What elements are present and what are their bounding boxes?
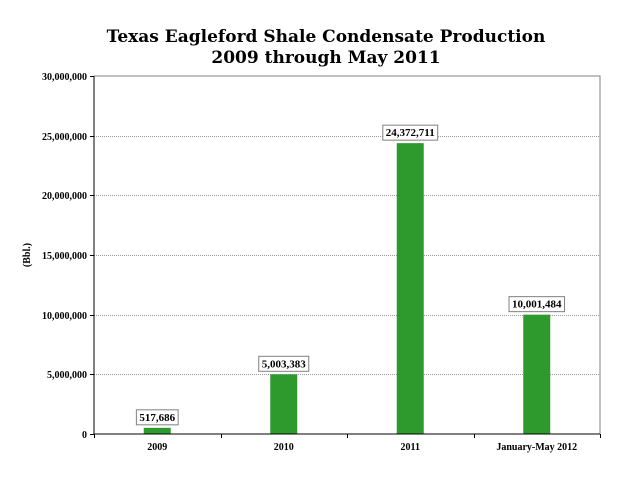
x-tick-label: 2011 [401, 442, 420, 453]
data-label: 10,001,484 [512, 299, 562, 311]
bar [396, 143, 424, 434]
y-ticks: 0 5,000,000 10,000,000 15,000,000 20,000,000… [42, 72, 94, 441]
data-labels: 517,686 5,003,383 24,372,711 10,001,484 [135, 124, 565, 426]
bar [270, 374, 298, 434]
y-axis-label: (Bbl.) [22, 243, 33, 267]
y-tick-label: 25,000,000 [42, 132, 87, 143]
x-ticks: 2009 2010 2011 January-May 2012 [94, 434, 601, 453]
x-tick-label: 2009 [147, 442, 167, 453]
y-tick-label: 5,000,000 [47, 370, 87, 381]
bar [143, 427, 171, 434]
data-label-box [382, 124, 439, 141]
x-tick-label: 2010 [274, 442, 294, 453]
data-label: 24,372,711 [386, 127, 435, 139]
data-label: 517,686 [139, 412, 175, 424]
y-tick-label: 0 [82, 430, 87, 441]
y-tick-label: 30,000,000 [42, 72, 87, 83]
x-tick-label: January-May 2012 [496, 442, 577, 453]
y-tick-label: 10,000,000 [42, 311, 87, 322]
chart-title-line2: 2009 through May 2011 [211, 48, 440, 68]
y-tick-label: 20,000,000 [42, 191, 87, 202]
bars [143, 143, 551, 434]
y-tick-label: 15,000,000 [42, 251, 87, 262]
data-label-box [508, 296, 565, 313]
data-label: 5,003,383 [262, 358, 307, 370]
data-label-box [258, 355, 310, 372]
chart-title-line1: Texas Eagleford Shale Condensate Product… [107, 27, 546, 47]
bar [523, 314, 551, 434]
gridlines [94, 136, 600, 375]
data-label-box [135, 409, 179, 426]
